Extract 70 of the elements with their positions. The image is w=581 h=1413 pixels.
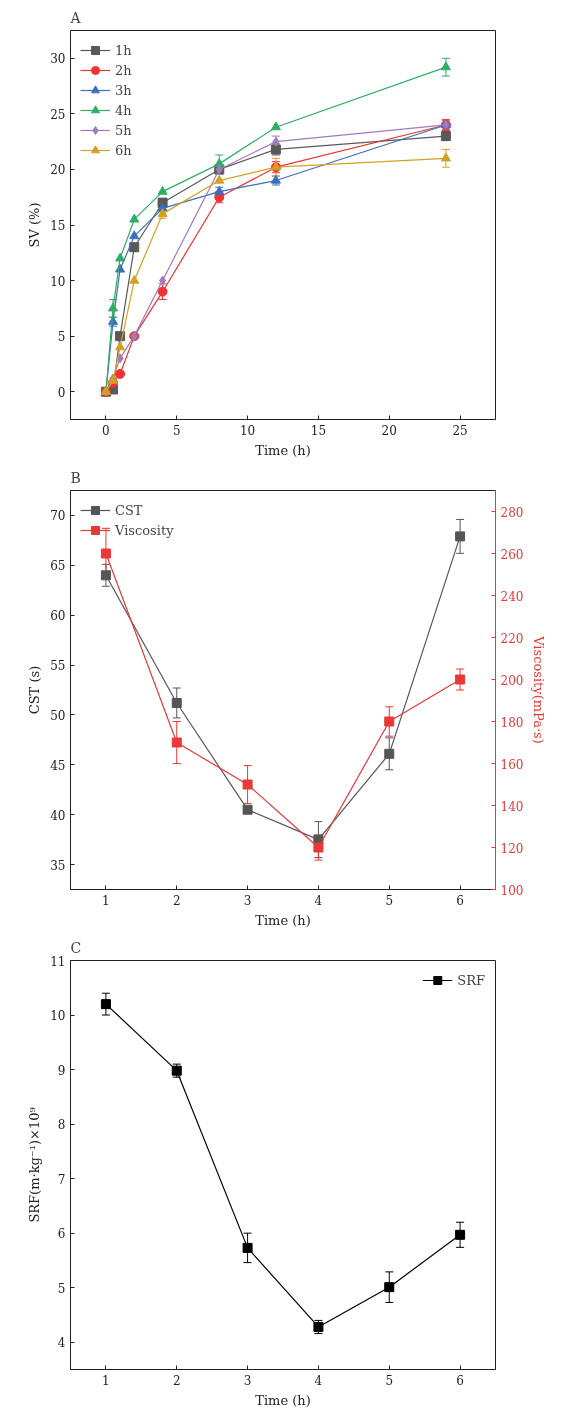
x-tick-label: 5 (385, 893, 394, 908)
y2-tick-label: 120 (500, 841, 524, 856)
y-axis-title: SV (%) (27, 202, 43, 248)
x-tick-label: 4 (314, 1373, 323, 1388)
x-axis-title: Time (h) (255, 912, 311, 928)
x-tick-label: 20 (381, 423, 397, 438)
y-tick-label: 10 (50, 274, 66, 289)
y-tick-label: 0 (57, 385, 66, 400)
y-tick-label: 65 (50, 559, 66, 574)
x-tick-label: 2 (172, 893, 181, 908)
legend-label: 4h (115, 102, 133, 118)
y2-tick-label: 200 (500, 673, 524, 688)
y2-tick-label: 140 (500, 799, 524, 814)
y-axis-title: SRF(m·kg⁻¹)×10⁹ (27, 1107, 43, 1223)
x-tick-label: 2 (172, 1373, 181, 1388)
y-tick-label: 5 (57, 1281, 66, 1296)
x-tick-label: 1 (102, 1373, 110, 1388)
y-tick-label: 25 (50, 107, 66, 122)
legend-label: 3h (115, 82, 133, 98)
y2-tick-label: 220 (500, 631, 524, 646)
y-tick-label: 15 (50, 219, 66, 233)
y-tick-label: 40 (50, 808, 66, 823)
legend-label: SRF (457, 972, 485, 988)
y2-tick-label: 240 (500, 589, 524, 604)
y-tick-label: 55 (50, 659, 66, 674)
x-tick-label: 25 (452, 423, 468, 438)
y2-tick-label: 280 (500, 505, 524, 520)
y-tick-label: 9 (57, 1063, 66, 1078)
y-axis-title: CST (s) (27, 665, 43, 715)
y-tick-label: 6 (57, 1227, 66, 1242)
y2-tick-label: 100 (500, 883, 524, 898)
chart-title: C (70, 939, 82, 956)
legend-label: 6h (115, 142, 133, 158)
legend-label: CST (115, 502, 143, 518)
y-tick-label: 10 (50, 1009, 66, 1024)
y-tick-label: 7 (57, 1172, 66, 1187)
chart-title: B (70, 469, 81, 486)
y2-axis-title: Viscosity(mPa·s) (531, 635, 547, 744)
chart-title: A (69, 9, 82, 26)
y-tick-label: 30 (50, 52, 66, 67)
x-tick-label: 10 (239, 423, 256, 438)
y-tick-label: 11 (50, 954, 66, 969)
x-tick-label: 4 (314, 893, 323, 908)
legend-label: Viscosity (115, 522, 174, 538)
x-tick-label: 6 (456, 893, 464, 908)
y-tick-label: 45 (50, 758, 66, 773)
y-tick-label: 70 (50, 509, 66, 524)
y-tick-label: 4 (57, 1336, 66, 1351)
y-tick-label: 60 (50, 609, 66, 624)
y-tick-label: 50 (50, 708, 66, 723)
legend-label: 1h (115, 42, 133, 58)
x-tick-label: 3 (243, 1373, 252, 1388)
x-tick-label: 3 (243, 893, 252, 908)
y2-tick-label: 160 (500, 757, 524, 772)
x-tick-label: 5 (385, 1373, 394, 1388)
legend-label: 2h (115, 62, 133, 78)
x-axis-title: Time (h) (255, 442, 311, 458)
x-tick-label: 15 (310, 423, 327, 438)
y-tick-label: 5 (57, 330, 66, 345)
legend-label: 5h (115, 122, 133, 138)
y-tick-label: 20 (50, 163, 66, 178)
x-tick-label: 0 (102, 423, 110, 438)
y-tick-label: 8 (57, 1118, 66, 1133)
x-tick-label: 6 (456, 1373, 464, 1388)
y2-tick-label: 260 (500, 547, 524, 562)
y-tick-label: 35 (50, 858, 66, 873)
x-tick-label: 5 (172, 423, 181, 438)
x-axis-title: Time (h) (255, 1392, 311, 1408)
y2-tick-label: 180 (500, 715, 524, 730)
x-tick-label: 1 (102, 893, 110, 908)
